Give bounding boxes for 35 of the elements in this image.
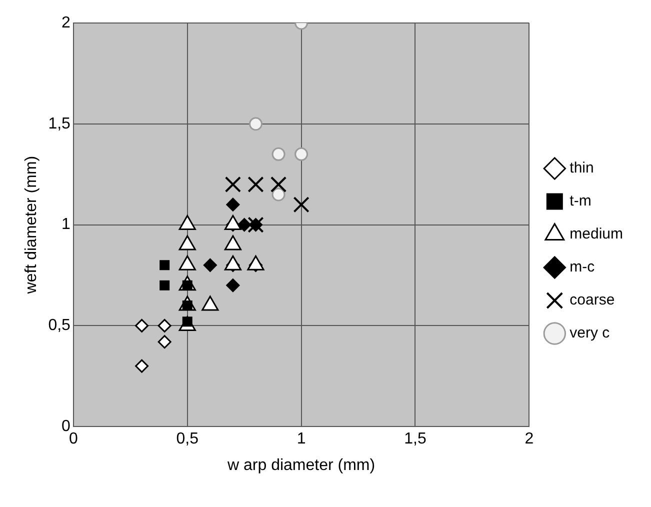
legend-label: t-m <box>570 192 592 210</box>
y-tick-label: 1 <box>62 216 71 234</box>
legend-label: thin <box>570 160 594 177</box>
x-tick-label: 0,5 <box>176 430 199 448</box>
point <box>248 176 264 193</box>
point <box>203 258 217 272</box>
x-axis-title: w arp diameter (mm) <box>226 456 376 474</box>
legend-label: very c <box>570 324 610 342</box>
point <box>294 147 308 161</box>
x-tick-label: 1,5 <box>404 430 426 448</box>
point <box>160 260 170 270</box>
point <box>226 198 240 212</box>
point <box>135 359 149 373</box>
legend-label: m-c <box>570 258 596 276</box>
y-tick-label: 1,5 <box>48 115 71 132</box>
point <box>226 278 240 292</box>
point <box>293 196 310 213</box>
y-tick-label: 2 <box>62 14 71 32</box>
point <box>224 176 242 193</box>
point <box>272 188 286 202</box>
y-axis-title: weft diameter (mm) <box>23 156 40 295</box>
point <box>248 117 262 131</box>
y-tick-label: 0 <box>62 418 71 436</box>
legend-label: coarse <box>570 292 615 309</box>
legend-label: medium <box>570 226 624 243</box>
point <box>160 280 170 290</box>
x-tick-label: 1 <box>296 430 306 448</box>
y-tick-label: 0,5 <box>48 317 71 334</box>
point <box>272 147 286 161</box>
point <box>238 218 252 232</box>
x-tick-label: 2 <box>524 430 534 448</box>
point <box>158 318 172 332</box>
point <box>158 335 172 349</box>
point <box>270 176 287 193</box>
point <box>135 318 149 332</box>
